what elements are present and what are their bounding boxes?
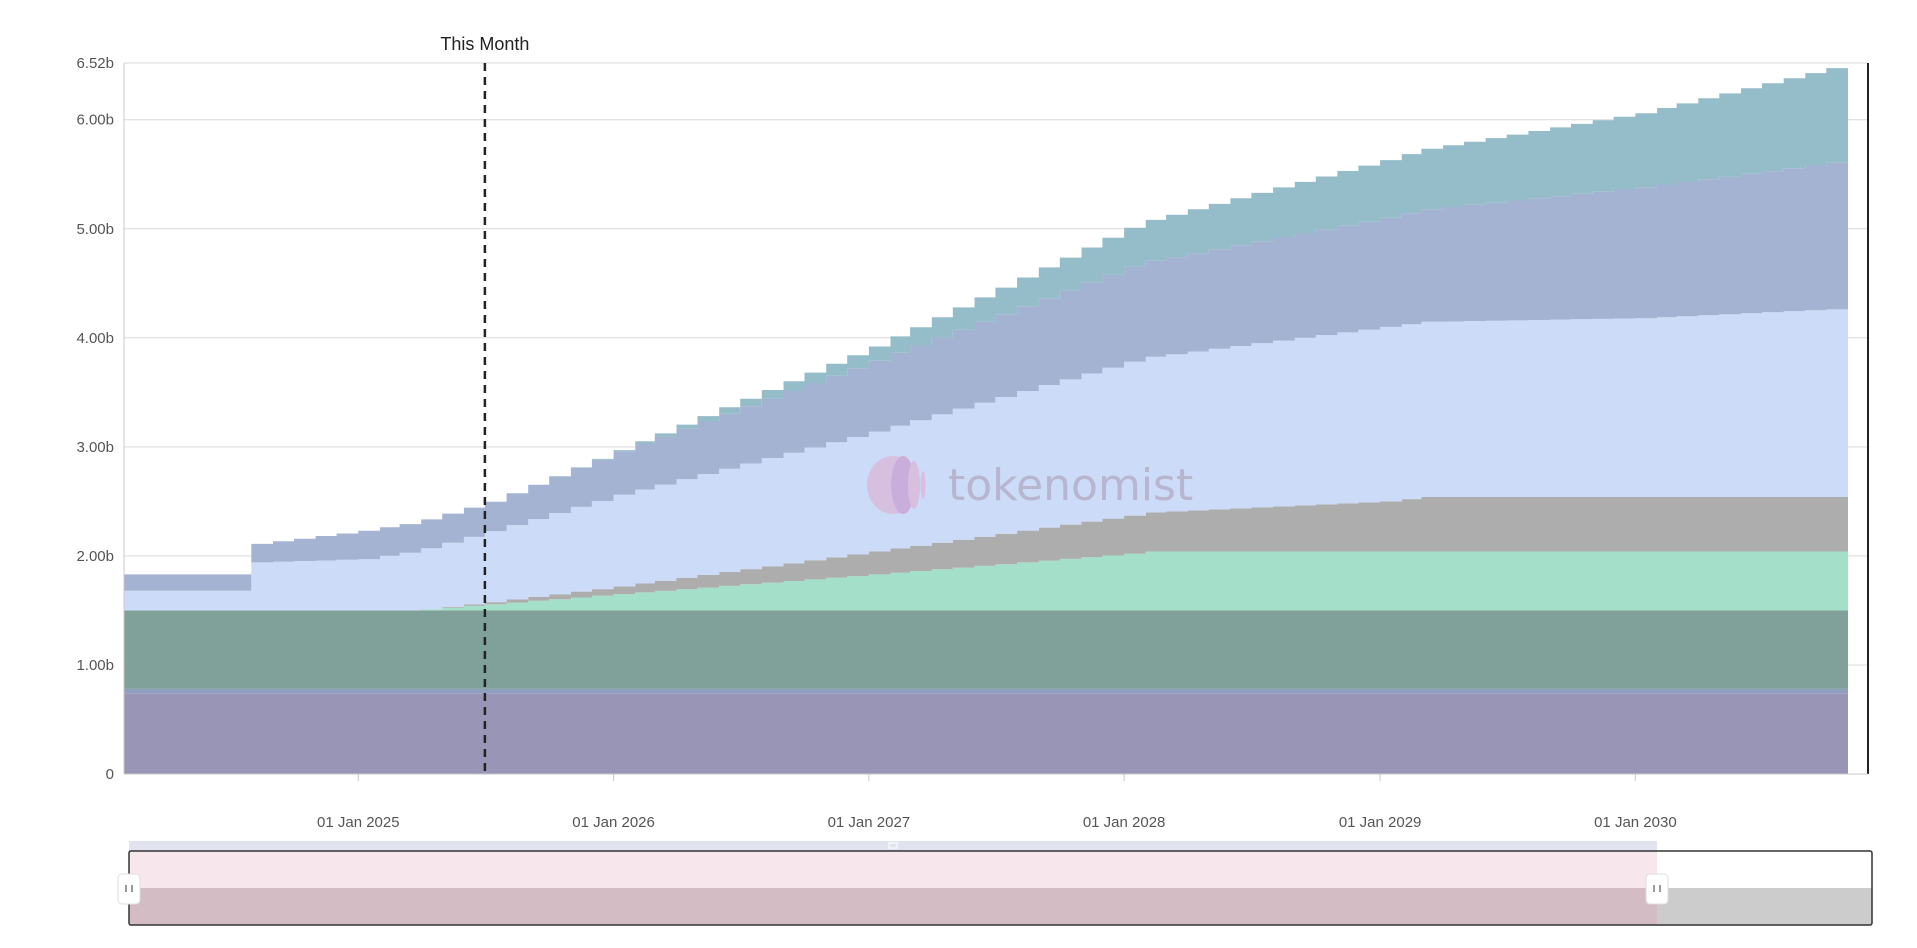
watermark: tokenomist — [867, 456, 1193, 514]
scrollbar-grip-icon[interactable] — [888, 842, 898, 849]
x-tick-label: 01 Jan 2029 — [1339, 814, 1422, 831]
y-tick-label: 4.00b — [76, 330, 114, 347]
series-area-3[interactable] — [124, 551, 1848, 611]
series-area-5[interactable] — [124, 309, 1848, 611]
x-tick-label: 01 Jan 2026 — [572, 814, 655, 831]
y-tick-label: 5.00b — [76, 221, 114, 238]
handle-knob[interactable] — [1645, 873, 1669, 905]
x-tick-label: 01 Jan 2027 — [828, 814, 911, 831]
series-area-0[interactable] — [124, 693, 1848, 774]
y-tick-label: 0 — [106, 766, 114, 783]
x-tick-label: 01 Jan 2030 — [1594, 814, 1677, 831]
x-tick-label: 01 Jan 2025 — [317, 814, 400, 831]
series-area-6[interactable] — [124, 162, 1848, 591]
navigator-selected-range[interactable] — [129, 851, 1658, 888]
navigator-series-preview — [1657, 888, 1872, 925]
tokenomist-logo-icon — [867, 456, 926, 514]
navigator-scrollbar[interactable] — [129, 841, 1658, 851]
series-area-4[interactable] — [124, 497, 1848, 611]
y-tick-label: 2.00b — [76, 548, 114, 565]
this-month-label: This Month — [440, 34, 529, 54]
navigator-left-handle[interactable] — [117, 873, 141, 905]
x-tick-label: 01 Jan 2028 — [1083, 814, 1166, 831]
navigator-selected-series — [129, 888, 1658, 925]
y-tick-label: 6.52b — [76, 55, 114, 72]
navigator-right-handle[interactable] — [1645, 873, 1669, 905]
series-area-2[interactable] — [124, 610, 1848, 689]
y-tick-label: 1.00b — [76, 657, 114, 674]
handle-knob[interactable] — [117, 873, 141, 905]
series-area-7[interactable] — [124, 68, 1848, 575]
y-tick-label: 3.00b — [76, 439, 114, 456]
navigator[interactable] — [117, 841, 1873, 926]
series-area-1[interactable] — [124, 688, 1848, 694]
y-tick-label: 6.00b — [76, 112, 114, 129]
watermark-text: tokenomist — [948, 460, 1193, 511]
